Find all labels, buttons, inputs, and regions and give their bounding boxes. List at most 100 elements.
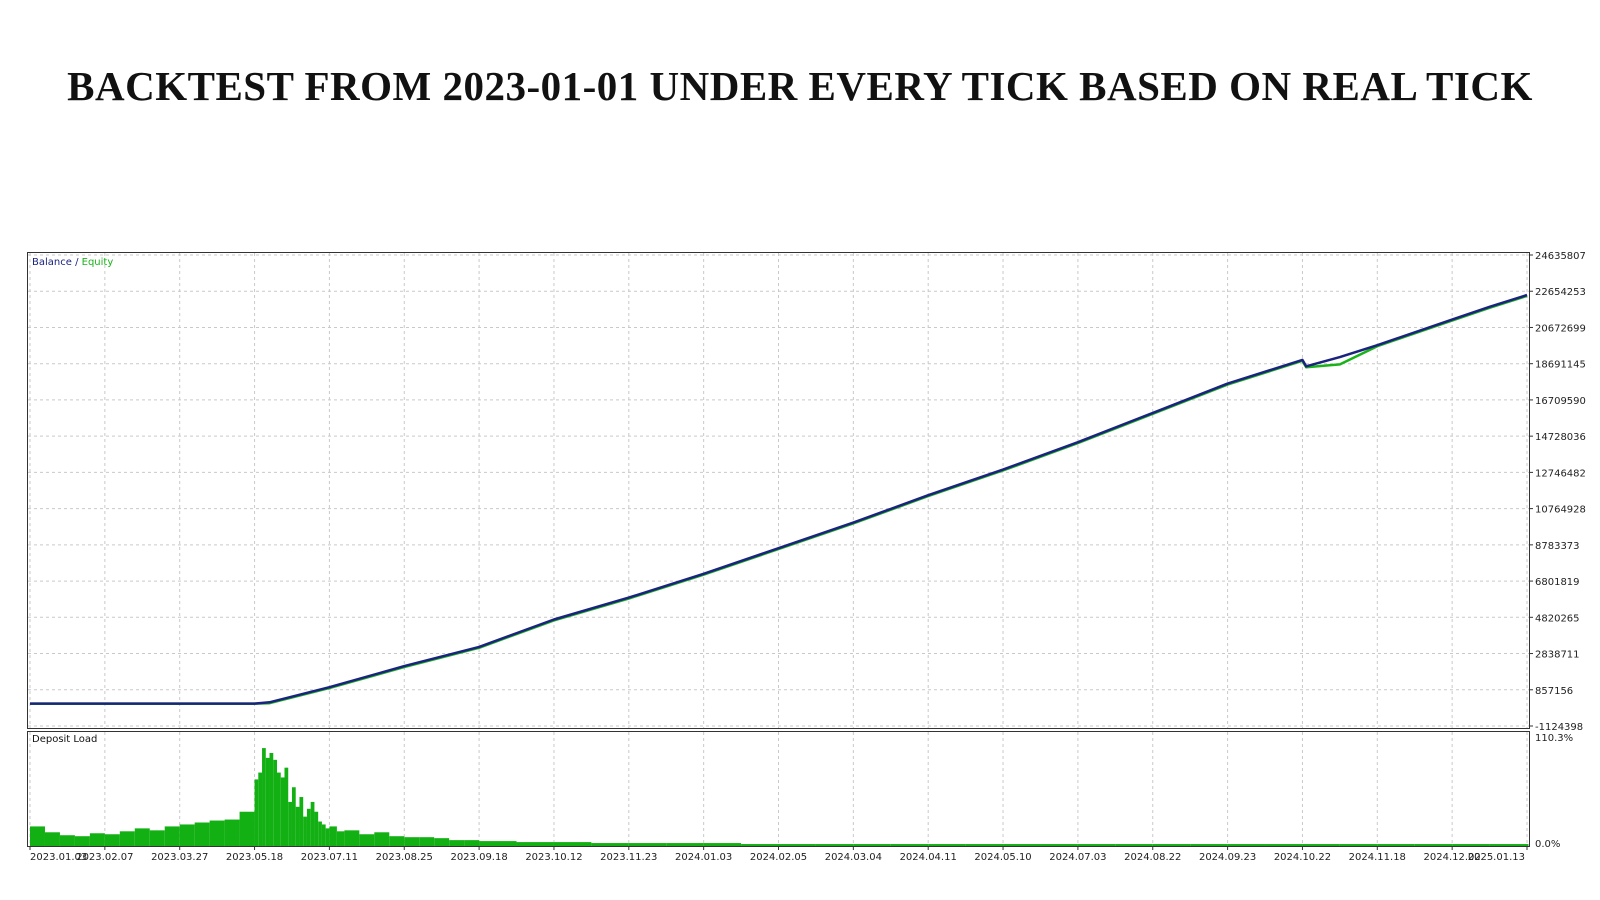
deposit-load-bar [310,801,315,846]
deposit-load-bar [288,801,292,846]
deposit-load-bar [1115,844,1153,846]
deposit-load-bar [553,842,592,846]
deposit-load-bar [359,834,375,846]
y-tick-label: 14728036 [1535,432,1586,443]
deposit-load-bar [1414,844,1453,846]
x-tick-label: 2024.01.03 [675,852,732,863]
deposit-load-bar [1489,844,1527,846]
deposit-load-bar [325,828,330,846]
deposit-load-bar [374,832,390,846]
deposit-load-bar [1265,844,1303,846]
deposit-load-bar [666,843,704,846]
deposit-load-bar [44,832,60,846]
deposit-load-bar [965,844,1004,846]
deposit-load-bar [1452,844,1490,846]
deposit-load-bar [419,837,435,846]
y-tick-label: 12746482 [1535,468,1586,479]
deposit-load-max-label: 110.3% [1535,733,1573,744]
deposit-load-bar [1339,844,1378,846]
deposit-load-bar [277,772,281,846]
legend-balance: Balance [32,257,72,268]
deposit-load-bar [1003,844,1041,846]
y-tick-label: 8783373 [1535,541,1580,552]
deposit-load-bar [303,816,307,846]
deposit-load-bar [59,835,75,846]
deposit-load-bar [1190,844,1228,846]
deposit-load-bar [224,819,240,846]
deposit-load-bar [321,824,326,846]
deposit-load-bar [516,842,554,846]
deposit-load-bar [265,757,270,846]
deposit-load-bar [628,843,667,846]
deposit-load-bar [299,797,304,846]
x-tick-label: 2023.11.23 [600,852,657,863]
deposit-load-bar [179,824,195,846]
deposit-load-bar [239,811,255,846]
x-tick-label: 2023.09.18 [450,852,507,863]
main-chart-frame [27,252,1530,729]
page-title: BACKTEST FROM 2023-01-01 UNDER EVERY TIC… [67,63,1533,109]
deposit-load-bar [164,826,180,846]
x-tick-label: 2024.11.18 [1349,852,1406,863]
deposit-load-bar [291,787,296,846]
y-tick-label: 20672699 [1535,323,1586,334]
deposit-load-bar [119,831,135,846]
x-tick-label: 2024.09.23 [1199,852,1256,863]
deposit-load-bar [1527,844,1529,846]
y-tick-label: 22654253 [1535,287,1586,298]
deposit-load-bar [434,838,450,846]
deposit-load-bar [262,748,266,846]
y-tick-label: 4820265 [1535,613,1580,624]
deposit-load-bar [329,826,337,846]
y-tick-label: 18691145 [1535,360,1586,371]
deposit-load-bar [273,759,278,846]
deposit-load-bar [449,840,465,846]
x-tick-label: 2023.10.12 [525,852,582,863]
deposit-load-bars [30,748,1529,846]
deposit-load-bar [254,779,259,846]
deposit-load-bar [404,837,420,846]
deposit-load-bar [853,844,891,846]
deposit-load-bar [1152,844,1191,846]
deposit-load-bar [778,844,816,846]
deposit-load-bar [703,843,742,846]
y-tick-label: 2838711 [1535,650,1580,661]
x-tick-label: 2024.03.04 [825,852,882,863]
legend-separator: / [72,257,82,268]
deposit-load-bar [194,822,210,846]
deposit-load-bar [389,836,405,846]
deposit-load-bar [104,834,120,846]
y-axis-ticks: 24635807 22654253 20672699 18691145 16709590… [1529,251,1586,850]
balance-line [30,293,1528,705]
y-tick-label: 16709590 [1535,396,1586,407]
y-tick-label: -1124398 [1535,722,1583,733]
deposit-load-bar [280,777,285,846]
deposit-load-bar [258,772,263,846]
deposit-load-bar [928,844,966,846]
deposit-load-bar [209,820,225,846]
deposit-load-bar [1227,844,1266,846]
x-tick-label: 2023.05.18 [226,852,283,863]
deposit-load-bar [1040,844,1078,846]
deposit-load-bar [336,831,345,846]
deposit-load-bar [1077,844,1116,846]
x-tick-label: 2024.08.22 [1124,852,1181,863]
x-tick-label: 2023.08.25 [376,852,433,863]
deposit-load-bar [464,840,480,846]
y-tick-label: 6801819 [1535,577,1580,588]
y-tick-label: 24635807 [1535,251,1586,262]
main-legend: Balance / Equity [32,257,113,268]
deposit-load-bar [314,811,319,846]
x-tick-label: 2024.07.03 [1049,852,1106,863]
y-tick-label: 857156 [1535,686,1573,697]
x-tick-label: 2023.03.27 [151,852,208,863]
deposit-load-bar [591,843,629,846]
deposit-load-bar [344,830,360,846]
deposit-load-bar [284,767,289,846]
deposit-load-bar [74,836,90,846]
balance-equity-lines [30,293,1528,705]
x-tick-label: 2023.07.11 [301,852,358,863]
x-tick-label: 2024.02.05 [750,852,807,863]
